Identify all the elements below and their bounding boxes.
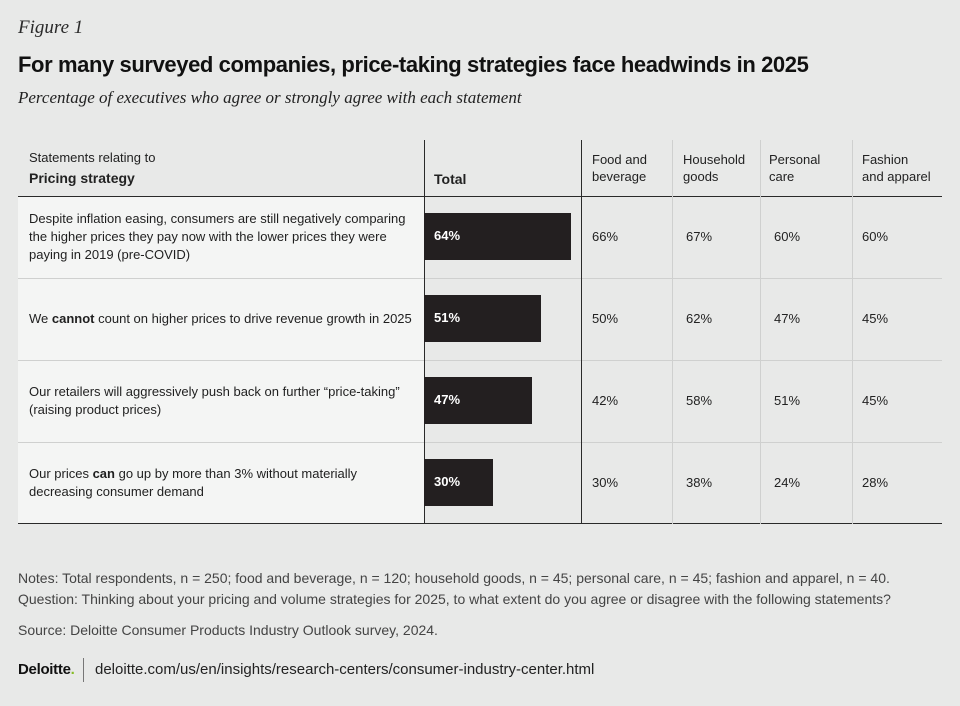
bar-value-label: 51%	[434, 310, 461, 325]
chart-subtitle: Percentage of executives who agree or st…	[18, 88, 522, 107]
statement-text: Our retailers will aggressively push bac…	[29, 384, 400, 417]
total-bar: 47%	[424, 377, 532, 424]
pricing-table: Statements relating to Pricing strategy …	[18, 140, 942, 525]
statement-text: We cannot count on higher prices to driv…	[29, 311, 412, 326]
segment-divider	[672, 140, 673, 524]
segment-value: 66%	[592, 229, 619, 244]
deloitte-logo: Deloitte.	[18, 661, 75, 678]
footer-separator	[83, 658, 84, 682]
segment-value: 58%	[686, 393, 713, 408]
segment-header-fashion: Fashion and apparel	[862, 152, 931, 184]
segment-value: 30%	[592, 475, 619, 490]
header-rule-dark	[18, 196, 942, 197]
segment-value: 50%	[592, 311, 619, 326]
segment-header-food: Food and beverage	[592, 152, 647, 184]
total-bar: 51%	[424, 295, 541, 342]
row-divider	[18, 442, 942, 443]
segment-value: 45%	[862, 311, 889, 326]
table-bottom-rule	[18, 523, 942, 524]
segment-value: 45%	[862, 393, 889, 408]
segment-value: 38%	[686, 475, 713, 490]
segment-value: 51%	[774, 393, 801, 408]
segment-divider	[852, 140, 853, 524]
segment-header-personal: Personal care	[769, 152, 821, 184]
source: Source: Deloitte Consumer Products Indus…	[18, 622, 438, 638]
segment-value: 28%	[862, 475, 889, 490]
segment-value: 60%	[862, 229, 889, 244]
chart-title: For many surveyed companies, price-takin…	[18, 52, 809, 77]
row-divider	[18, 360, 942, 361]
bar-value-label: 30%	[434, 474, 461, 489]
segment-value: 60%	[774, 229, 801, 244]
bar-value-label: 64%	[434, 228, 461, 243]
footer-url: deloitte.com/us/en/insights/research-cen…	[95, 661, 595, 678]
segment-value: 67%	[686, 229, 713, 244]
segment-divider	[760, 140, 761, 524]
statements-background	[18, 196, 424, 523]
notes: Notes: Total respondents, n = 250; food …	[18, 570, 891, 607]
row-divider	[18, 278, 942, 279]
bar-value-label: 47%	[434, 392, 461, 407]
total-bar: 30%	[424, 459, 493, 506]
statement-text: Despite inflation easing, consumers are …	[29, 211, 406, 262]
segment-value: 62%	[686, 311, 713, 326]
segment-header-household: Household goods	[683, 152, 746, 184]
statements-caption: Statements relating to	[29, 150, 156, 165]
segments-column-divider	[581, 140, 582, 524]
segment-value: 42%	[592, 393, 619, 408]
figure-label: Figure 1	[18, 17, 84, 38]
total-header: Total	[434, 171, 467, 187]
total-bar: 64%	[424, 213, 571, 260]
statements-title: Pricing strategy	[29, 170, 135, 186]
statement-text: Our prices can go up by more than 3% wit…	[29, 466, 358, 499]
segment-value: 24%	[774, 475, 801, 490]
segment-value: 47%	[774, 311, 801, 326]
